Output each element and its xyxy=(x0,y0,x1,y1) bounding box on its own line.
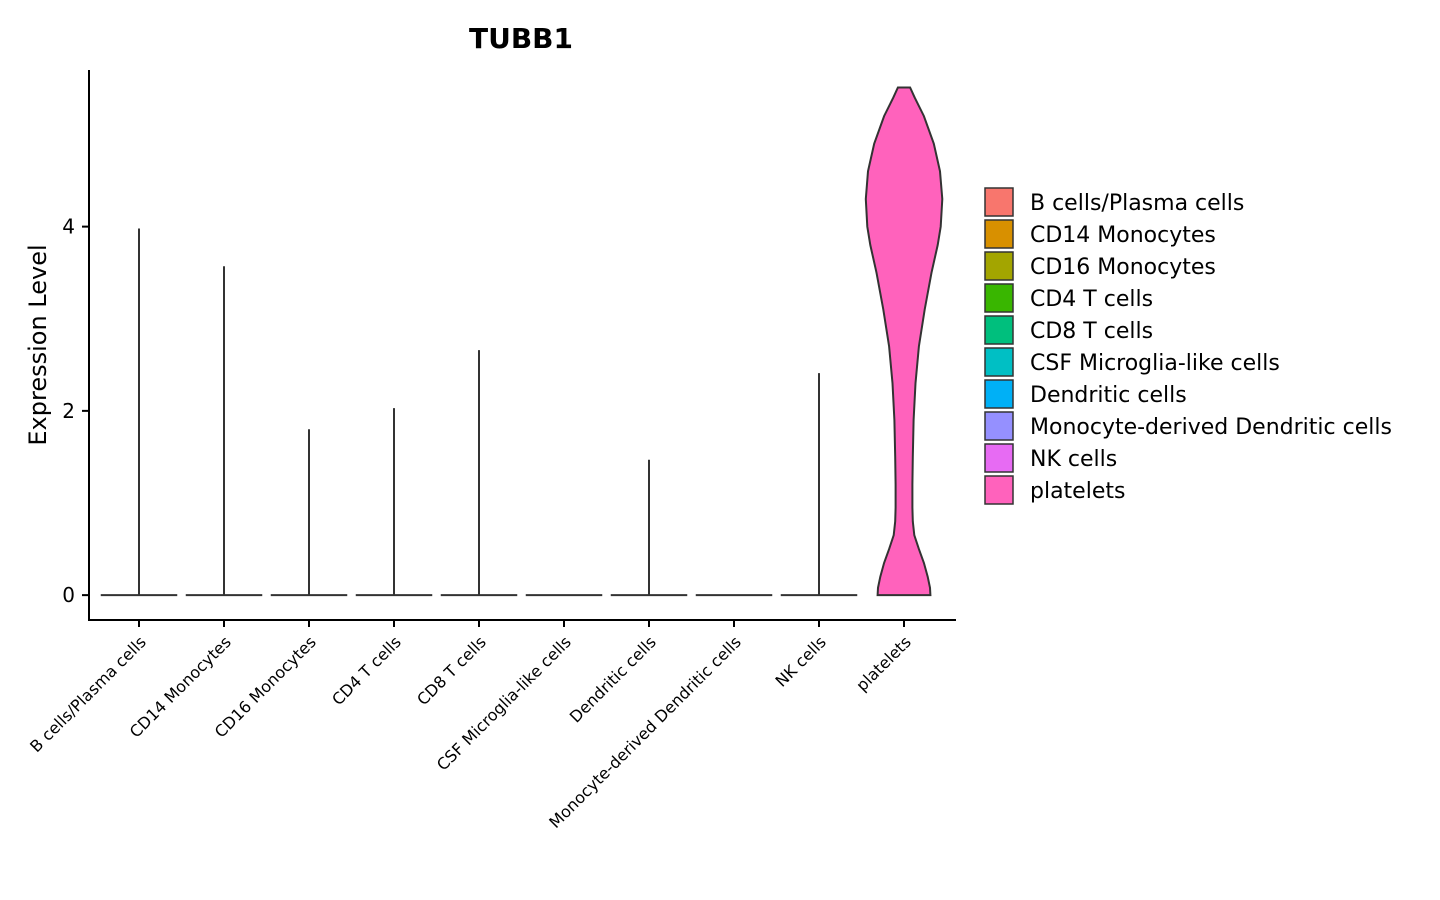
legend-key-7 xyxy=(984,411,1014,441)
legend-label-7: Monocyte-derived Dendritic cells xyxy=(1030,415,1392,440)
y-tick-label-2: 4 xyxy=(62,215,75,239)
legend-key-4 xyxy=(984,315,1014,345)
legend-key-0 xyxy=(984,187,1014,217)
legend-label-3: CD4 T cells xyxy=(1030,287,1153,312)
legend-label-2: CD16 Monocytes xyxy=(1030,255,1216,280)
legend-key-6 xyxy=(984,379,1014,409)
violin-9 xyxy=(864,86,944,597)
legend-label-9: platelets xyxy=(1030,479,1125,504)
y-axis-label: Expression Level xyxy=(24,244,52,445)
y-tick-label-1: 2 xyxy=(62,399,75,423)
x-tick-label-3: CD4 T cells xyxy=(328,632,405,709)
violin-group xyxy=(100,86,944,597)
legend-key-9 xyxy=(984,475,1014,505)
legend-label-1: CD14 Monocytes xyxy=(1030,223,1216,248)
x-tick-label-0: B cells/Plasma cells xyxy=(26,632,150,756)
y-tick-label-0: 0 xyxy=(62,583,75,607)
legend: B cells/Plasma cells CD14 Monocytes CD16 M… xyxy=(984,187,1392,505)
legend-key-8 xyxy=(984,443,1014,473)
legend-label-5: CSF Microglia-like cells xyxy=(1030,351,1280,376)
x-tick-label-9: platelets xyxy=(852,632,915,695)
y-axis-ticks: 0 2 4 xyxy=(62,215,89,607)
chart-title: TUBB1 xyxy=(469,22,573,55)
x-tick-label-6: Dendritic cells xyxy=(566,632,660,726)
legend-key-2 xyxy=(984,251,1014,281)
legend-label-6: Dendritic cells xyxy=(1030,383,1187,408)
legend-key-5 xyxy=(984,347,1014,377)
legend-label-4: CD8 T cells xyxy=(1030,319,1153,344)
x-tick-label-4: CD8 T cells xyxy=(413,632,490,709)
legend-key-1 xyxy=(984,219,1014,249)
x-tick-label-8: NK cells xyxy=(772,632,830,690)
legend-label-0: B cells/Plasma cells xyxy=(1030,191,1244,216)
legend-key-3 xyxy=(984,283,1014,313)
x-tick-label-7: Monocyte-derived Dendritic cells xyxy=(545,632,745,832)
legend-label-8: NK cells xyxy=(1030,447,1117,472)
